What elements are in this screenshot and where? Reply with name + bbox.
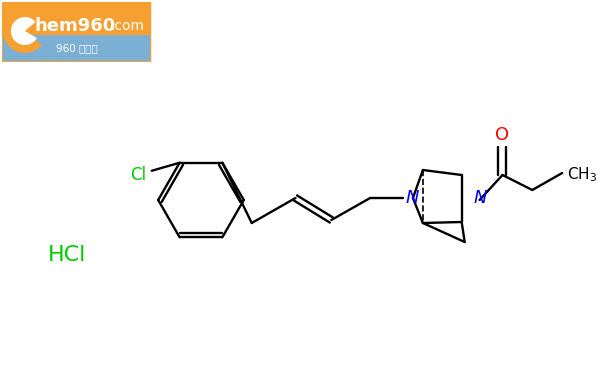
- Text: O: O: [495, 126, 509, 144]
- Text: hem960: hem960: [35, 17, 116, 35]
- Text: CH$_3$: CH$_3$: [567, 166, 597, 184]
- Bar: [3, 35, 150, 61]
- Text: HCl: HCl: [48, 245, 86, 265]
- Text: Cl: Cl: [129, 166, 146, 184]
- Text: 960 化工网: 960 化工网: [56, 43, 97, 53]
- FancyBboxPatch shape: [2, 2, 151, 62]
- Text: N: N: [474, 189, 487, 207]
- Text: N: N: [406, 189, 419, 207]
- Wedge shape: [11, 17, 37, 45]
- Text: .com: .com: [111, 19, 145, 33]
- Wedge shape: [3, 9, 42, 53]
